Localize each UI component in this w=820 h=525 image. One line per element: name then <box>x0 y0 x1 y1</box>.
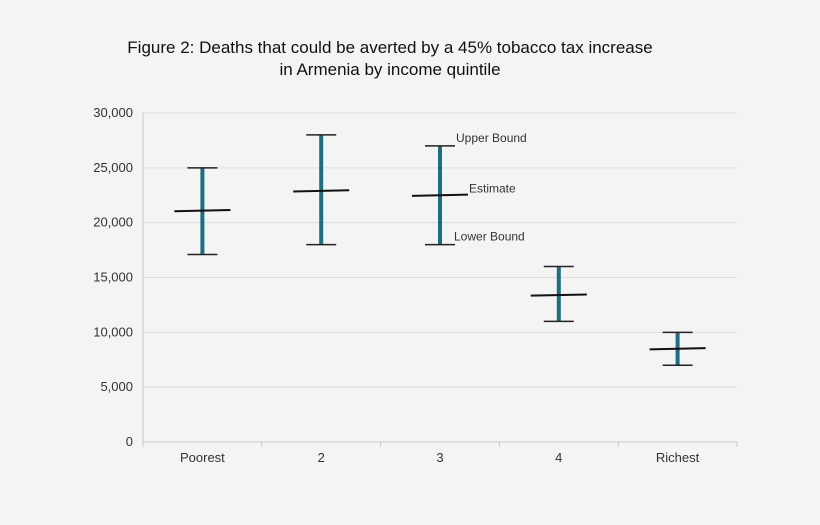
annotation-upper-bound: Upper Bound <box>456 131 527 145</box>
y-tick-label: 30,000 <box>93 105 133 120</box>
chart-title-line-1: Figure 2: Deaths that could be averted b… <box>127 38 653 57</box>
estimate-mark <box>293 189 350 193</box>
estimate-mark <box>411 193 469 197</box>
x-tick-label: Richest <box>656 450 700 465</box>
estimate-mark <box>649 347 706 351</box>
x-tick-label: 3 <box>436 450 443 465</box>
annotation-estimate: Estimate <box>469 181 516 195</box>
estimate-mark <box>174 209 231 213</box>
y-tick-label: 20,000 <box>93 215 133 230</box>
x-tick-label: 4 <box>555 450 562 465</box>
estimate-mark <box>530 293 587 297</box>
y-tick-label: 0 <box>126 434 133 449</box>
y-tick-label: 10,000 <box>93 324 133 339</box>
x-tick-label: Poorest <box>180 450 225 465</box>
chart-title-line-2: in Armenia by income quintile <box>279 60 501 79</box>
annotation-lower-bound: Lower Bound <box>454 230 525 244</box>
chart-title: Figure 2: Deaths that could be averted b… <box>0 37 780 81</box>
y-tick-label: 15,000 <box>93 270 133 285</box>
y-tick-label: 25,000 <box>93 160 133 175</box>
y-tick-label: 5,000 <box>100 379 133 394</box>
x-tick-label: 2 <box>318 450 325 465</box>
